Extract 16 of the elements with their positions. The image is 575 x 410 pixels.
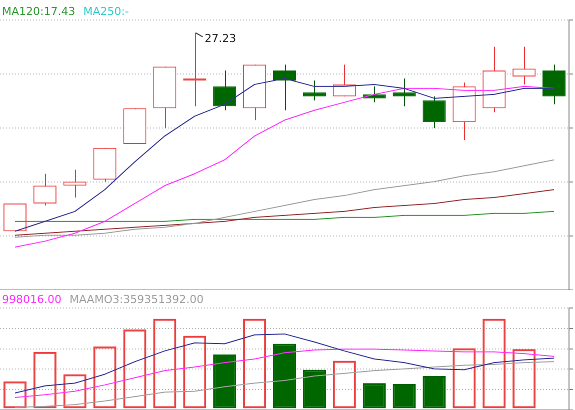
annotation: 27.23 [204, 32, 236, 45]
legend-label: MA250:- [83, 5, 129, 18]
candlestick [183, 32, 206, 107]
candlestick [422, 96, 446, 129]
candlestick [33, 173, 56, 206]
candlestick [213, 70, 236, 111]
text: 998016.00 [2, 293, 62, 306]
candlestick [302, 80, 326, 101]
candlestick [63, 169, 86, 198]
text: MAAMO3:359351392.00 [69, 293, 204, 306]
candlestick [272, 64, 296, 111]
candlestick [332, 64, 356, 97]
candlestick [512, 46, 536, 85]
text: MA120:17.43 [2, 5, 76, 18]
candlestick [392, 78, 416, 107]
candlestick [542, 64, 566, 105]
